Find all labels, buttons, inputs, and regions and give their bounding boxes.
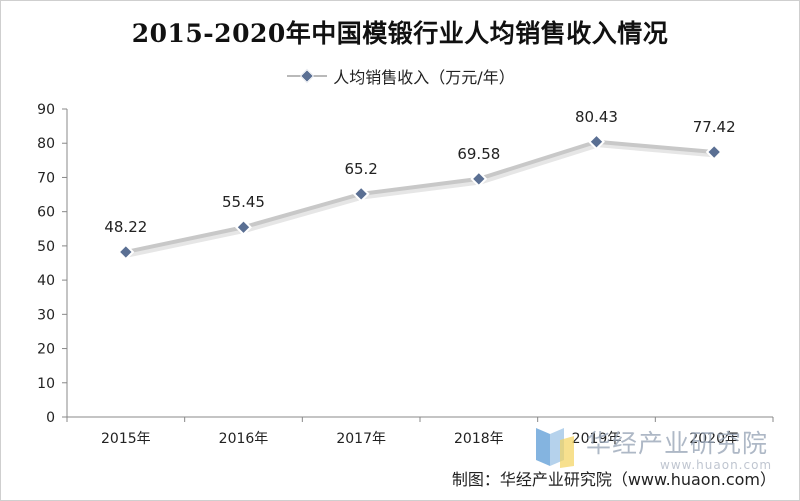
data-point xyxy=(470,170,488,188)
x-tick-label: 2016年 xyxy=(219,431,269,447)
x-tick-label: 2020年 xyxy=(689,431,739,447)
chart-title: 2015-2020年中国模锻行业人均销售收入情况 xyxy=(131,19,669,48)
legend: 人均销售收入（万元/年） xyxy=(0,64,800,88)
series-line xyxy=(123,139,717,254)
data-label: 69.58 xyxy=(457,145,500,163)
data-label: 65.2 xyxy=(344,160,377,178)
data-label: 77.42 xyxy=(693,118,736,136)
data-label: 55.45 xyxy=(222,193,265,211)
data-label: 48.22 xyxy=(104,218,147,236)
watermark-url: www.huaon.com xyxy=(660,458,773,472)
x-tick-label: 2015年 xyxy=(101,431,151,447)
source-note: 制图：华经产业研究院（www.huaon.com） xyxy=(451,470,776,489)
watermark: 华经产业研究院 www.huaon.com xyxy=(536,420,786,472)
x-tick-label: 2018年 xyxy=(454,431,504,447)
y-tick-label: 60 xyxy=(37,205,55,221)
legend-label: 人均销售收入（万元/年） xyxy=(333,68,515,87)
x-tick-label: 2019年 xyxy=(572,431,622,447)
y-tick-label: 40 xyxy=(37,273,55,289)
y-tick-label: 20 xyxy=(37,342,55,358)
huajing-logo-icon xyxy=(536,428,574,468)
y-tick-label: 30 xyxy=(37,307,55,323)
data-point xyxy=(588,133,605,151)
y-tick-label: 10 xyxy=(37,376,55,392)
x-tick-label: 2017年 xyxy=(336,431,386,447)
y-tick-label: 70 xyxy=(37,170,55,186)
data-point xyxy=(705,143,723,161)
y-tick-label: 50 xyxy=(37,239,55,255)
data-point xyxy=(352,185,370,203)
data-point xyxy=(117,243,135,261)
y-tick-label: 0 xyxy=(46,410,55,426)
legend-swatch xyxy=(285,68,329,84)
data-label: 80.43 xyxy=(575,108,618,126)
y-tick-label: 80 xyxy=(37,136,55,152)
y-tick-label: 90 xyxy=(37,102,55,118)
series-line-shadow xyxy=(125,142,719,258)
watermark-name: 华经产业研究院 xyxy=(586,429,769,458)
data-point xyxy=(235,218,252,236)
